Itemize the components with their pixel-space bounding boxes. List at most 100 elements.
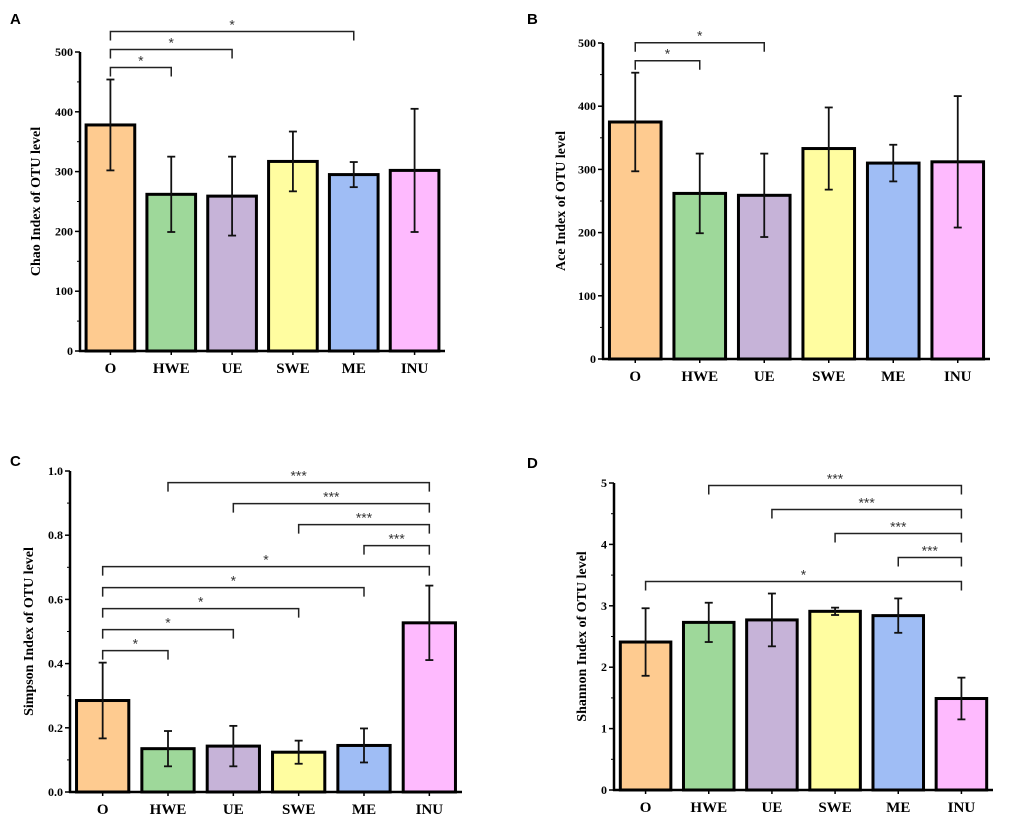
significance-label: * [263, 552, 269, 568]
x-tick-label: INU [944, 369, 972, 385]
bracket-line [297, 523, 431, 534]
x-tick-label: ME [342, 361, 366, 377]
y-tick-label: 200 [55, 224, 73, 238]
bar-inu [930, 160, 986, 361]
significance-bracket [834, 532, 963, 543]
x-tick-label: HWE [681, 369, 718, 385]
bracket-line [101, 649, 169, 660]
y-tick-label: 0.0 [48, 785, 63, 799]
significance-label: * [133, 636, 139, 652]
error-bar-inu [957, 676, 966, 721]
y-tick-label: 0.8 [48, 528, 63, 542]
y-tick-label: 500 [55, 45, 73, 59]
y-tick-label: 0.6 [48, 592, 63, 606]
bracket-line [109, 66, 172, 77]
bar-inu [388, 168, 441, 353]
significance-bracket [101, 607, 300, 618]
panel-label: B [527, 11, 538, 28]
significance-bracket [101, 628, 235, 639]
error-bar-hwe [695, 152, 704, 235]
error-bar-ue [767, 592, 776, 648]
error-bar-me [360, 727, 368, 764]
x-tick-label: UE [761, 800, 782, 816]
bracket-line [771, 508, 963, 519]
significance-label: * [169, 35, 175, 51]
x-tick-label: INU [416, 802, 444, 818]
panel-label: A [10, 11, 21, 28]
y-axis-label: Ace Index of OTU level [554, 131, 569, 271]
significance-bracket [363, 544, 431, 555]
error-bar-me [349, 161, 358, 189]
y-tick-label: 400 [55, 105, 73, 119]
bracket-line [834, 532, 963, 543]
y-tick-label: 0.4 [48, 657, 63, 671]
error-bar-inu [425, 584, 434, 661]
y-tick-label: 300 [578, 162, 596, 176]
y-axis-label: Chao Index of OTU level [29, 127, 44, 276]
y-tick-label: 0.2 [48, 721, 63, 735]
bracket-line [708, 484, 963, 495]
significance-label: *** [290, 468, 307, 484]
bracket-line [101, 586, 365, 597]
significance-label: * [801, 567, 807, 583]
significance-label: * [198, 594, 204, 610]
significance-bracket [897, 556, 963, 567]
x-tick-label: SWE [818, 800, 851, 816]
significance-bracket [109, 30, 355, 41]
x-tick-label: SWE [282, 802, 315, 818]
y-axis-label: Simpson Index of OTU level [22, 547, 37, 716]
x-tick-label: UE [223, 802, 244, 818]
significance-bracket [634, 59, 701, 70]
bracket-line [634, 41, 765, 52]
significance-label: *** [323, 489, 340, 505]
significance-bracket [101, 565, 431, 576]
y-tick-label: 0 [67, 344, 73, 358]
bar-hwe [681, 620, 736, 792]
bracket-line [109, 30, 355, 41]
bracket-line [109, 48, 233, 59]
significance-label: *** [858, 495, 875, 511]
x-tick-label: ME [886, 800, 910, 816]
error-bar-swe [288, 130, 297, 193]
x-tick-label: O [640, 800, 652, 816]
error-bar-hwe [164, 730, 172, 768]
bracket-line [634, 59, 701, 70]
error-bar-me [889, 143, 898, 183]
significance-label: * [231, 573, 237, 589]
bar-me [865, 161, 921, 361]
y-tick-label: 100 [55, 284, 73, 298]
x-tick-label: O [97, 802, 109, 818]
significance-label: * [697, 28, 703, 44]
bar-me [871, 614, 926, 792]
y-tick-label: 3 [601, 599, 607, 613]
error-bar-ue [229, 724, 238, 768]
y-tick-label: 200 [578, 226, 596, 240]
x-tick-label: HWE [150, 802, 187, 818]
bracket-line [897, 556, 963, 567]
y-tick-label: 1.0 [48, 464, 63, 478]
significance-bracket [634, 41, 765, 52]
y-axis-label: Shannon Index of OTU level [575, 551, 590, 721]
panel-label: D [527, 455, 538, 472]
error-bar-hwe [704, 601, 713, 643]
significance-label: *** [827, 471, 844, 487]
bar-swe [808, 609, 862, 792]
significance-label: * [138, 53, 144, 69]
bracket-line [644, 580, 963, 591]
x-tick-label: INU [948, 800, 976, 816]
bracket-line [363, 544, 431, 555]
significance-label: *** [356, 510, 373, 526]
significance-bracket [644, 580, 963, 591]
x-tick-label: SWE [276, 361, 309, 377]
bracket-line [232, 502, 431, 513]
error-bar-inu [953, 95, 962, 229]
significance-label: *** [890, 519, 907, 535]
significance-label: * [665, 46, 671, 62]
significance-label: *** [922, 543, 939, 559]
significance-bracket [232, 502, 431, 513]
error-bar-o [98, 661, 107, 740]
bracket-line [101, 607, 300, 618]
bracket-line [167, 481, 431, 492]
y-tick-label: 1 [601, 722, 607, 736]
error-bar-swe [831, 606, 840, 616]
